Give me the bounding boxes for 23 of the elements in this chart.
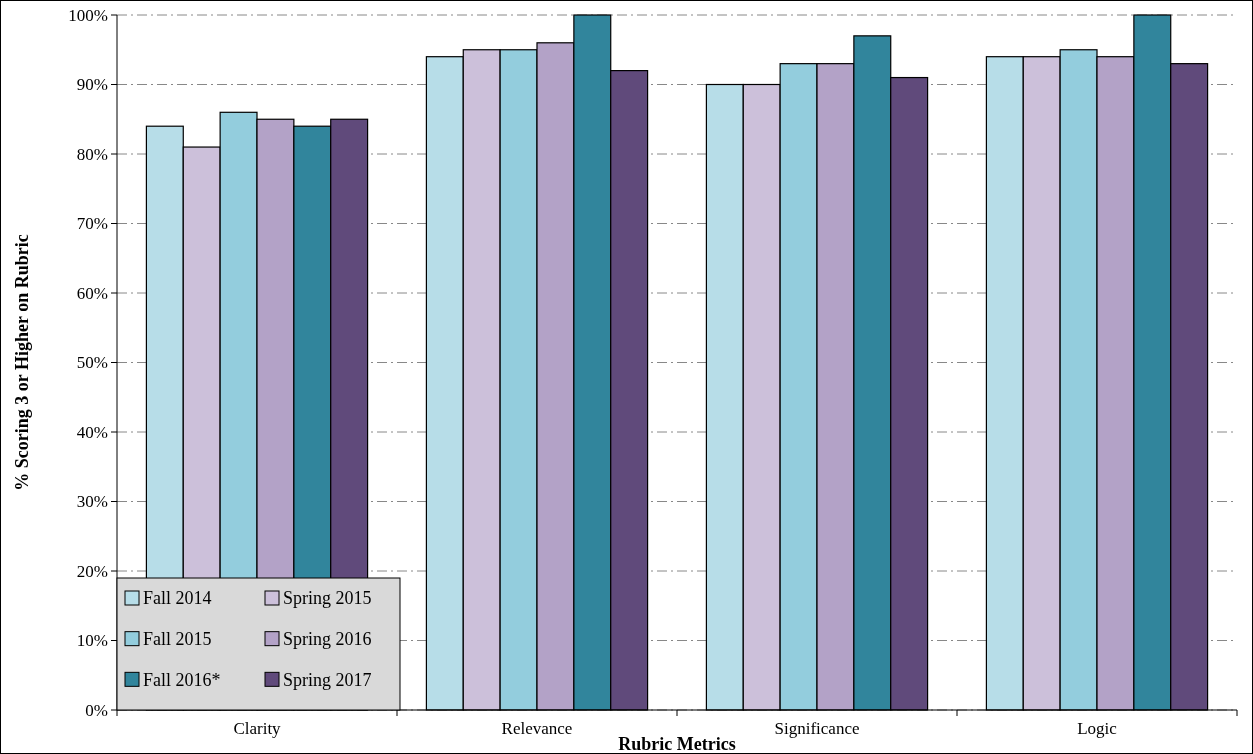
legend-label: Fall 2014 xyxy=(143,588,212,609)
y-tick-label: 10% xyxy=(76,631,108,651)
legend-label: Spring 2017 xyxy=(283,669,372,690)
y-tick-label: 90% xyxy=(76,75,108,95)
y-axis-title: % Scoring 3 or Higher on Rubric xyxy=(12,234,32,491)
x-tick-label: Significance xyxy=(774,719,860,738)
x-axis-title: Rubric Metrics xyxy=(618,734,736,754)
legend-label: Spring 2015 xyxy=(283,588,372,609)
y-tick-label: 20% xyxy=(76,561,108,581)
y-tick-label: 30% xyxy=(76,492,108,512)
y-tick-label: 50% xyxy=(76,353,108,373)
legend-label: Fall 2015 xyxy=(143,628,212,649)
x-tick-label: Clarity xyxy=(233,719,282,738)
x-tick-label: Relevance xyxy=(501,719,573,738)
legend-label: Spring 2016 xyxy=(283,628,372,649)
y-tick-label: 70% xyxy=(76,214,108,234)
y-tick-label: 0% xyxy=(85,700,108,720)
y-tick-label: 60% xyxy=(76,283,108,303)
x-tick-label: Logic xyxy=(1077,719,1118,738)
y-tick-label: 100% xyxy=(68,5,108,25)
legend-label: Fall 2016* xyxy=(143,669,221,690)
y-tick-label: 80% xyxy=(76,144,108,164)
y-tick-label: 40% xyxy=(76,422,108,442)
